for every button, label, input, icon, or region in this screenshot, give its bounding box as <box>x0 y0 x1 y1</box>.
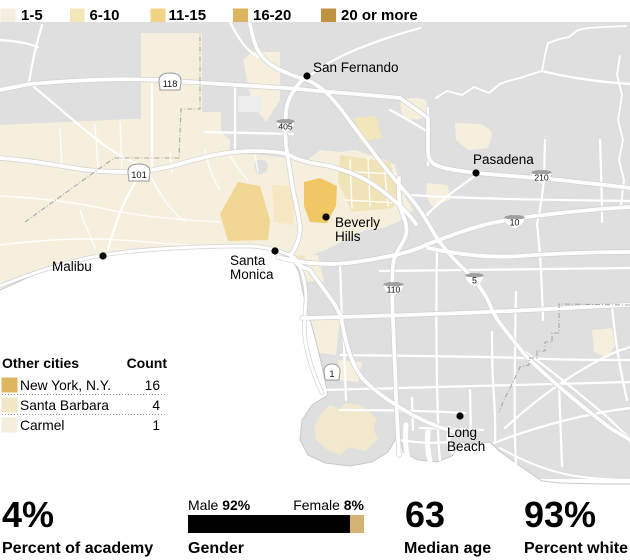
svg-text:4: 4 <box>152 398 160 413</box>
svg-text:1-5: 1-5 <box>21 7 43 24</box>
svg-text:New York, N.Y.: New York, N.Y. <box>20 378 111 393</box>
svg-text:San Fernando: San Fernando <box>313 60 399 75</box>
svg-text:110: 110 <box>387 284 401 294</box>
svg-text:118: 118 <box>163 79 178 89</box>
svg-text:Beverly: Beverly <box>335 215 380 230</box>
svg-text:Monica: Monica <box>230 267 274 282</box>
svg-text:5: 5 <box>472 275 477 285</box>
svg-text:Female 8%: Female 8% <box>293 497 364 513</box>
svg-text:Male 92%: Male 92% <box>188 497 251 513</box>
svg-text:Other cities: Other cities <box>2 355 79 371</box>
svg-text:16: 16 <box>145 378 161 393</box>
svg-text:Santa: Santa <box>230 253 266 268</box>
svg-text:Count: Count <box>127 355 168 371</box>
svg-text:Pasadena: Pasadena <box>473 152 534 167</box>
svg-text:Santa Barbara: Santa Barbara <box>20 398 109 413</box>
svg-text:63: 63 <box>405 494 445 535</box>
svg-text:16-20: 16-20 <box>253 7 291 24</box>
svg-text:Carmel: Carmel <box>20 418 64 433</box>
svg-text:Long: Long <box>447 425 477 440</box>
svg-text:Gender: Gender <box>188 540 244 557</box>
svg-text:Beach: Beach <box>447 439 485 454</box>
svg-text:4%: 4% <box>2 494 54 535</box>
svg-text:11-15: 11-15 <box>169 7 207 24</box>
svg-text:405: 405 <box>278 121 293 131</box>
svg-text:20 or more: 20 or more <box>341 7 418 24</box>
svg-text:Hills: Hills <box>335 229 361 244</box>
svg-text:6-10: 6-10 <box>90 7 120 24</box>
svg-text:Malibu: Malibu <box>52 259 92 274</box>
svg-text:Median age: Median age <box>404 540 491 557</box>
svg-text:Percent of academy: Percent of academy <box>2 540 153 557</box>
svg-text:10: 10 <box>510 217 520 227</box>
svg-text:Percent white: Percent white <box>524 540 628 557</box>
svg-text:1: 1 <box>152 418 160 433</box>
svg-text:101: 101 <box>131 170 147 180</box>
svg-text:1: 1 <box>329 369 334 379</box>
svg-text:210: 210 <box>534 172 549 182</box>
svg-text:93%: 93% <box>524 494 596 535</box>
